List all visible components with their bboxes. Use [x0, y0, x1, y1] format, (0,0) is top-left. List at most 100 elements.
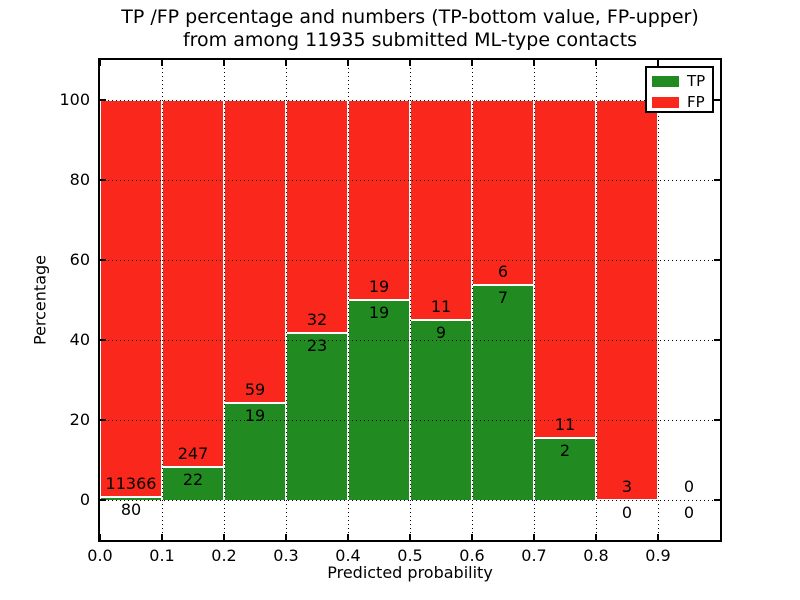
bar-tp-segment	[410, 320, 472, 500]
bar-tp-count-label: 0	[683, 503, 695, 522]
x-tick-bottom	[161, 534, 163, 540]
gridline-vertical	[657, 60, 659, 540]
y-tick-label: 60	[69, 250, 90, 269]
y-tick-right	[714, 179, 720, 181]
bar-fp-count-label: 11	[554, 415, 576, 435]
x-tick-top	[347, 60, 349, 66]
x-tick-bottom	[285, 534, 287, 540]
x-tick-top	[285, 60, 287, 66]
bar-tp-segment	[534, 438, 596, 500]
y-tick-left	[100, 179, 106, 181]
x-tick-label: 0.4	[335, 546, 361, 565]
x-tick-label: 0.7	[521, 546, 547, 565]
legend-swatch-tp	[652, 75, 679, 87]
bar-tp-count-label: 22	[182, 470, 204, 490]
bar-tp-count-label: 9	[435, 323, 447, 342]
bar-fp-segment	[348, 100, 410, 300]
y-tick-left	[100, 259, 106, 261]
bar-tp-segment	[472, 284, 534, 500]
x-tick-label: 0.8	[583, 546, 609, 565]
y-tick-label: 100	[59, 90, 90, 109]
gridline-vertical	[533, 60, 535, 540]
bar-fp-segment	[286, 100, 348, 333]
y-tick-left	[100, 339, 106, 341]
x-tick-top	[161, 60, 163, 66]
x-tick-bottom	[409, 534, 411, 540]
x-tick-label: 0.6	[459, 546, 485, 565]
y-tick-label: 40	[69, 330, 90, 349]
x-tick-top	[223, 60, 225, 66]
gridline-vertical	[223, 60, 225, 540]
y-tick-label: 80	[69, 170, 90, 189]
chart-title: TP /FP percentage and numbers (TP-bottom…	[121, 6, 699, 51]
x-tick-top	[409, 60, 411, 66]
x-tick-bottom	[99, 534, 101, 540]
bar-fp-count-label: 11366	[105, 474, 157, 494]
y-tick-left	[100, 499, 106, 501]
bar-fp-count-label: 32	[306, 309, 328, 329]
legend-item-fp: FP	[652, 92, 712, 112]
legend-item-tp: TP	[652, 71, 712, 91]
bar-tp-count-label: 19	[368, 303, 390, 322]
x-tick-top	[99, 60, 101, 66]
x-tick-bottom	[533, 534, 535, 540]
bar-tp-count-label: 19	[244, 405, 266, 425]
bar-fp-segment	[472, 100, 534, 285]
x-tick-top	[595, 60, 597, 66]
x-tick-top	[471, 60, 473, 66]
bar-tp-count-label: 23	[306, 335, 328, 355]
bar-fp-count-label: 247	[177, 444, 209, 464]
bar-fp-count-label: 0	[683, 477, 695, 496]
x-tick-top	[533, 60, 535, 66]
gridline-vertical	[161, 60, 163, 540]
legend-swatch-fp	[652, 96, 679, 108]
y-tick-label: 0	[79, 490, 90, 509]
x-tick-bottom	[223, 534, 225, 540]
bar-fp-count-label: 6	[497, 261, 509, 281]
y-tick-left	[100, 99, 106, 101]
gridline-vertical	[471, 60, 473, 540]
gridline-vertical	[347, 60, 349, 540]
bar-fp-segment	[100, 100, 162, 498]
x-tick-label: 0.5	[397, 546, 423, 565]
bar-fp-count-label: 3	[621, 477, 633, 496]
legend-label-tp: TP	[687, 72, 706, 90]
x-tick-label: 0.2	[211, 546, 237, 565]
gridline-vertical	[409, 60, 411, 540]
bar-fp-segment	[410, 100, 472, 320]
bar-fp-count-label: 19	[368, 277, 390, 296]
x-tick-top	[657, 60, 659, 66]
bar-tp-count-label: 2	[559, 441, 571, 461]
y-tick-right	[714, 99, 720, 101]
x-axis-label: Predicted probability	[327, 563, 493, 582]
x-tick-bottom	[471, 534, 473, 540]
x-tick-label: 0.0	[87, 546, 113, 565]
bar-fp-segment	[224, 100, 286, 403]
bar-fp-segment	[162, 100, 224, 468]
bar-fp-count-label: 11	[430, 297, 452, 316]
bar-tp-count-label: 80	[120, 500, 142, 520]
x-tick-label: 0.3	[273, 546, 299, 565]
bar-fp-segment	[534, 100, 596, 439]
bar-tp-count-label: 7	[497, 287, 509, 307]
y-tick-right	[714, 499, 720, 501]
y-tick-right	[714, 339, 720, 341]
gridline-vertical	[285, 60, 287, 540]
y-tick-left	[100, 419, 106, 421]
legend: TP FP	[645, 66, 714, 113]
y-tick-label: 20	[69, 410, 90, 429]
x-tick-label: 0.9	[645, 546, 671, 565]
gridline-vertical	[595, 60, 597, 540]
legend-label-fp: FP	[687, 93, 705, 111]
y-tick-right	[714, 259, 720, 261]
y-tick-right	[714, 419, 720, 421]
x-tick-bottom	[347, 534, 349, 540]
bar-fp-segment	[596, 100, 658, 500]
bar-tp-segment	[286, 332, 348, 500]
x-tick-label: 0.1	[149, 546, 175, 565]
bar-tp-count-label: 0	[621, 503, 633, 522]
bar-tp-segment	[348, 300, 410, 500]
bar-fp-count-label: 59	[244, 379, 266, 399]
